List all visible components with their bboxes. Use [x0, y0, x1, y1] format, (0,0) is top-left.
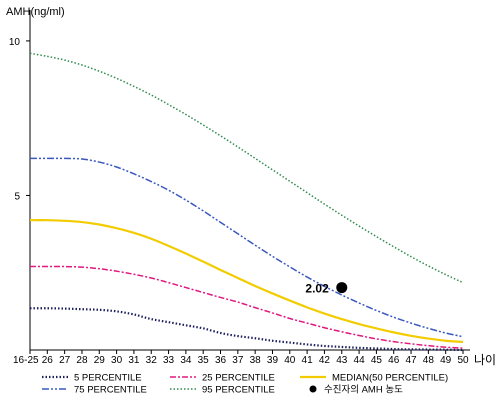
x-axis-label: 나이 — [474, 353, 496, 367]
x-tick-label: 37 — [232, 355, 244, 366]
x-tick-label: 47 — [405, 355, 417, 366]
x-tick-label: 40 — [284, 355, 296, 366]
legend-marker-patient — [309, 385, 317, 393]
x-tick-label: 41 — [302, 355, 314, 366]
x-tick-label: 29 — [94, 355, 106, 366]
x-tick-label: 43 — [336, 355, 348, 366]
x-tick-label: 26 — [42, 355, 54, 366]
legend-label-3: 75 PERCENTILE — [74, 385, 147, 396]
legend-label-2: MEDIAN(50 PERCENTILE) — [332, 373, 448, 384]
x-tick-label: 49 — [440, 355, 452, 366]
legend-label-patient: 수진자의 AMH 농도 — [324, 385, 403, 396]
x-tick-label: 34 — [180, 355, 192, 366]
x-tick-label: 33 — [163, 355, 175, 366]
x-tick-label: 16-25 — [13, 355, 39, 366]
series-line-2 — [29, 219, 464, 344]
series-layer — [29, 52, 464, 352]
y-tick-label: 5 — [14, 191, 20, 202]
legend-label-4: 95 PERCENTILE — [202, 385, 275, 396]
legend-label-0: 5 PERCENTILE — [74, 373, 142, 384]
y-tick-label: 10 — [9, 37, 21, 48]
x-tick-label: 46 — [388, 355, 400, 366]
x-tick-label: 31 — [128, 355, 140, 366]
x-tick-label: 42 — [319, 355, 331, 366]
x-tick-label: 27 — [59, 355, 71, 366]
patient-value-label: 2.02 — [305, 282, 329, 296]
x-tick-label: 28 — [76, 355, 88, 366]
x-tick-label: 38 — [250, 355, 262, 366]
x-tick-label: 44 — [354, 355, 366, 366]
patient-marker-layer: 2.02 — [305, 282, 348, 296]
series-line-3 — [29, 157, 464, 338]
x-tick-label: 36 — [215, 355, 227, 366]
x-tick-label: 35 — [198, 355, 210, 366]
axes: AMH(ng/ml) 나이 5 10 16-25 26 27 28 29 30 31 32 33 34 35… — [6, 6, 496, 367]
series-line-1 — [30, 265, 464, 349]
x-tick-label: 45 — [371, 355, 383, 366]
series-line-4 — [29, 52, 464, 284]
series-line-0 — [29, 307, 464, 352]
legend: 5 PERCENTILE 25 PERCENTILE MEDIAN(50 PERCE… — [42, 373, 448, 396]
x-tick-label: 48 — [423, 355, 435, 366]
legend-label-1: 25 PERCENTILE — [202, 373, 275, 384]
x-tick-label: 39 — [267, 355, 279, 366]
x-tick-label: 32 — [146, 355, 158, 366]
y-axis-label: AMH(ng/ml) — [6, 6, 65, 18]
patient-point — [336, 282, 348, 294]
x-tick-label: 50 — [457, 355, 469, 366]
x-tick-label: 30 — [111, 355, 123, 366]
